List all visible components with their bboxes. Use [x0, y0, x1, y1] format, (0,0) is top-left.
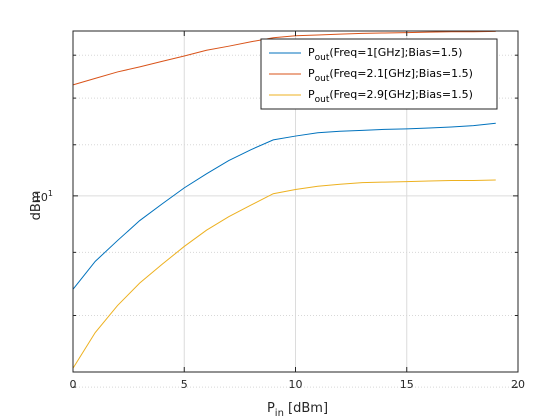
series-line-1 — [72, 122, 496, 290]
x-tick-label: 5 — [181, 378, 188, 391]
legend-entry-2: Pout(Freq=2.1[GHz];Bias=1.5) — [308, 67, 473, 84]
x-tick-label: 15 — [400, 378, 414, 391]
legend-entry-3: Pout(Freq=2.9[GHz];Bias=1.5) — [308, 88, 473, 105]
legend: Pout(Freq=1[GHz];Bias=1.5) Pout(Freq=2.1[… — [260, 38, 498, 110]
x-axis-label: Pin [dBm] — [267, 401, 328, 419]
y-tick-label: 101 — [34, 189, 53, 204]
series-line-3 — [72, 179, 496, 369]
x-tick-label: 20 — [511, 378, 525, 391]
x-tick-label: 0 — [70, 378, 77, 391]
series-group — [72, 30, 496, 369]
y-axis-label: dBm — [29, 191, 44, 221]
y-axis-ticks: 101 — [34, 54, 518, 388]
series-line-2 — [72, 30, 496, 86]
x-tick-label: 10 — [289, 378, 303, 391]
legend-entry-1: Pout(Freq=1[GHz];Bias=1.5) — [308, 46, 462, 63]
x-axis-ticks: 0 5 10 15 20 — [70, 31, 525, 391]
